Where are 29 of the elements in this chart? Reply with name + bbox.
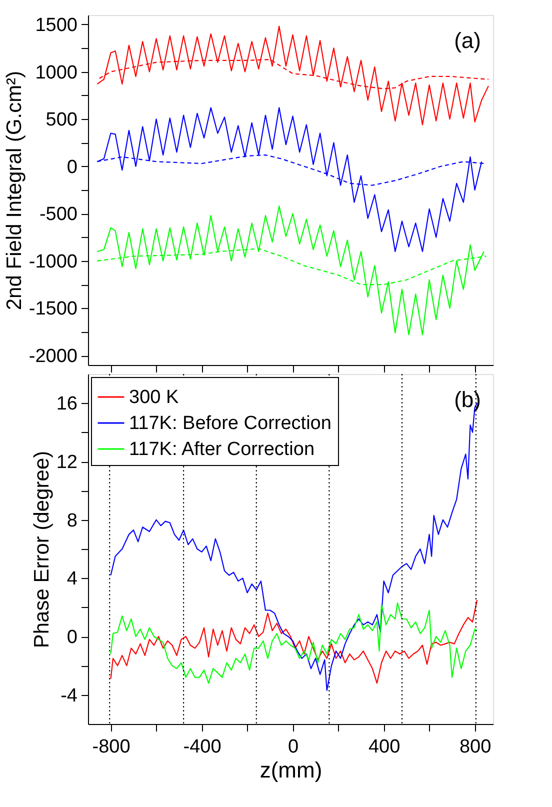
y-tick-label: -1000 xyxy=(28,251,78,272)
legend-label: 117K: Before Correction xyxy=(129,413,332,434)
y-tick-label: 0 xyxy=(66,156,78,178)
x-tick-label: -800 xyxy=(92,736,130,758)
y-tick-label: 12 xyxy=(56,452,78,473)
x-axis-title: z(mm) xyxy=(260,758,322,782)
annotation: (b) xyxy=(454,387,481,412)
y-tick-label: -2000 xyxy=(28,346,78,368)
y-tick-label: -1500 xyxy=(28,298,78,320)
legend-label: 117K: After Correction xyxy=(129,439,315,460)
line-series xyxy=(96,206,484,336)
y-tick-label: 16 xyxy=(56,394,78,415)
line-series xyxy=(96,26,489,126)
y-tick-label: -500 xyxy=(39,204,78,226)
x-tick-label: 0 xyxy=(288,736,299,758)
annotation: (a) xyxy=(454,28,481,53)
y-tick-label: 1000 xyxy=(35,62,78,84)
y-tick-label: 4 xyxy=(66,568,78,590)
x-tick-label: 800 xyxy=(459,736,492,758)
y-tick-label: 500 xyxy=(46,110,78,131)
y-tick-label: 1500 xyxy=(35,14,78,36)
y-tick-label: 8 xyxy=(66,510,78,532)
y-axis-title: Phase Error (degree) xyxy=(30,450,54,648)
x-tick-label: 400 xyxy=(368,736,400,758)
y-axis-title: 2nd Field Integral (G.cm²) xyxy=(2,70,26,310)
legend-label: 300 K xyxy=(129,387,179,408)
y-tick-label: 0 xyxy=(66,627,78,648)
y-tick-label: -4 xyxy=(60,685,78,706)
x-tick-label: -400 xyxy=(183,736,222,758)
